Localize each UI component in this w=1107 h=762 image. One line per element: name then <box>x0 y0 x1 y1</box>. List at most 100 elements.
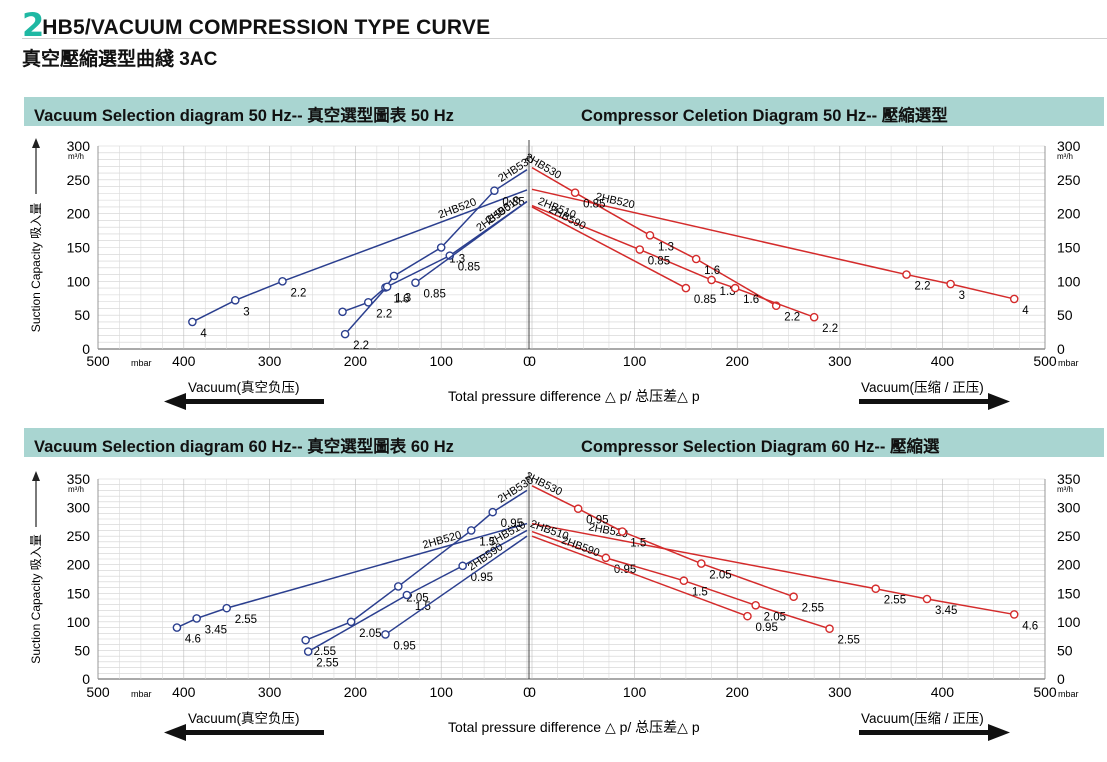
compressor-50hz-title: Compressor Celetion Diagram 50 Hz-- 壓縮選型 <box>581 107 948 125</box>
data-point <box>635 245 645 254</box>
y-tick-left: 0 <box>82 341 90 357</box>
y-tick-left: 200 <box>67 206 91 222</box>
data-point <box>789 592 798 602</box>
y-tick-left: 50 <box>74 307 90 323</box>
point-label: 2.55 <box>838 635 860 647</box>
y-unit-left: m³/h <box>68 152 84 161</box>
total-pressure-label: Total pressure difference △ p/ 总压差△ p <box>448 719 700 735</box>
point-label: 0.95 <box>755 622 777 634</box>
point-label: 3 <box>959 290 965 302</box>
point-label: 3.45 <box>935 605 957 617</box>
series-line-2hb520 <box>192 189 528 323</box>
y-tick-left: 100 <box>67 614 91 630</box>
point-label: 0.85 <box>423 289 445 301</box>
point-label: 2.55 <box>314 646 336 658</box>
data-point <box>466 526 476 535</box>
point-label: 2.55 <box>316 658 338 670</box>
data-point <box>382 282 392 292</box>
vacuum-right-label: Vacuum(压缩 / 正压) <box>861 380 984 395</box>
data-point <box>617 527 627 536</box>
vacuum-right-arrow-head <box>988 724 1010 741</box>
vacuum-left-label: Vacuum(真空负压) <box>188 711 300 726</box>
point-label: 2.55 <box>884 595 906 607</box>
x-tick-right: 400 <box>931 353 955 369</box>
data-point <box>346 617 356 627</box>
total-pressure-label: Total pressure difference △ p/ 总压差△ p <box>448 388 700 404</box>
data-point <box>730 283 740 293</box>
data-point <box>825 624 834 634</box>
point-label: 2.2 <box>353 340 369 352</box>
vacuum-right-arrow-head <box>988 393 1010 410</box>
point-label: 3.45 <box>205 624 227 636</box>
point-label: 2.55 <box>802 603 824 615</box>
point-label: 1.3 <box>658 241 674 253</box>
point-label: 1.5 <box>415 601 431 613</box>
series-line-2hb590 <box>385 535 528 636</box>
y-tick-right: 300 <box>1057 138 1081 154</box>
point-label: 0.85 <box>694 294 716 306</box>
y-tick-left: 150 <box>67 240 91 256</box>
y-unit-right: m³/h <box>1057 485 1073 494</box>
data-point <box>601 553 611 563</box>
point-label: 2.05 <box>406 592 428 604</box>
data-point <box>490 186 499 195</box>
point-label: 4.6 <box>1022 620 1038 632</box>
point-label: 2.2 <box>822 323 838 335</box>
y-tick-right: 150 <box>1057 240 1081 256</box>
data-point <box>389 271 399 281</box>
point-label: 0.95 <box>471 572 493 584</box>
data-point <box>946 279 955 289</box>
point-label: 4.6 <box>185 634 201 646</box>
series-name-2hb590: 2HB590 <box>560 534 601 559</box>
x-unit-right: mbar <box>1058 358 1079 368</box>
data-point <box>411 278 420 287</box>
data-point <box>436 243 446 252</box>
point-label: 1.6 <box>743 294 759 306</box>
vacuum-left-label: Vacuum(真空负压) <box>188 380 300 395</box>
x-tick-left: 0 <box>523 684 531 700</box>
point-label: 2.2 <box>784 312 800 324</box>
y-unit-left: m³/h <box>68 485 84 494</box>
data-point <box>743 611 752 621</box>
y-tick-right: 300 <box>1057 500 1081 516</box>
x-tick-left: 400 <box>172 353 196 369</box>
series-line-2hb520 <box>531 522 1015 616</box>
point-label: 0.95 <box>501 518 523 530</box>
vacuum-right-arrow <box>859 399 989 404</box>
x-tick-right: 100 <box>623 353 647 369</box>
data-point <box>573 504 583 514</box>
data-point <box>381 630 390 639</box>
data-point <box>340 329 350 339</box>
y-tick-right: 150 <box>1057 585 1081 601</box>
x-tick-left: 400 <box>172 684 196 700</box>
y-tick-left: 200 <box>67 557 91 573</box>
series-line-2hb590 <box>415 200 528 284</box>
data-point <box>303 647 313 656</box>
x-tick-left: 300 <box>258 684 282 700</box>
y-tick-left: 250 <box>67 172 91 188</box>
y-tick-right: 250 <box>1057 172 1081 188</box>
y-tick-left: 300 <box>67 500 91 516</box>
data-point <box>902 270 911 279</box>
y-tick-right: 50 <box>1057 642 1073 658</box>
series-line-2hb520 <box>531 188 1015 300</box>
y-tick-right: 200 <box>1057 557 1081 573</box>
data-point <box>363 298 373 307</box>
data-point <box>696 559 706 568</box>
vacuum-left-arrow-head <box>164 724 186 741</box>
x-tick-right: 500 <box>1033 353 1057 369</box>
data-point <box>402 590 412 600</box>
point-label: 0.85 <box>502 197 524 209</box>
page-subtitle: 真空壓縮選型曲綫 3AC <box>22 49 218 70</box>
point-label: 1.5 <box>630 538 646 550</box>
y-tick-right: 350 <box>1057 471 1081 487</box>
x-tick-left: 500 <box>86 353 110 369</box>
point-label: 4 <box>200 328 207 340</box>
vacuum-60hz-title: Vacuum Selection diagram 60 Hz-- 真空選型圖表 … <box>34 438 454 456</box>
data-point <box>1009 294 1019 304</box>
data-point <box>338 307 347 317</box>
data-point <box>681 283 691 293</box>
y-tick-right: 100 <box>1057 273 1081 289</box>
y-tick-right: 200 <box>1057 206 1081 222</box>
